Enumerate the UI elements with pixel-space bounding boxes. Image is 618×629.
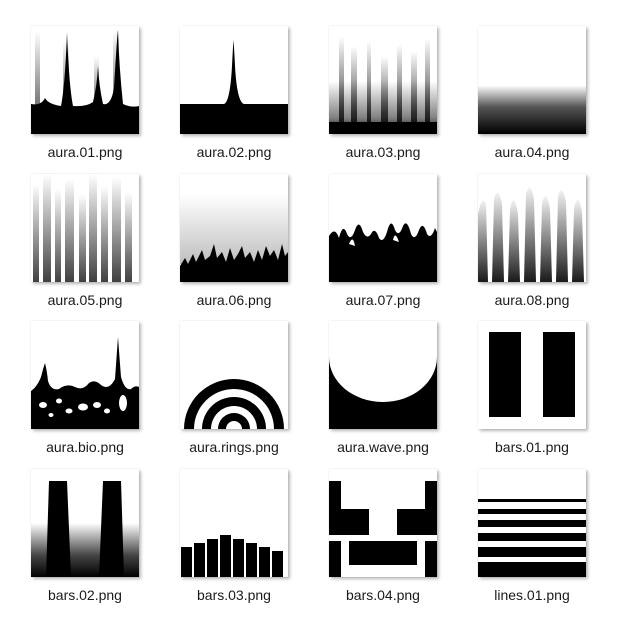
file-item-aura-04[interactable]: aura.04.png [468,26,596,174]
file-item-lines-01[interactable]: lines.01.png [468,469,596,617]
file-name: lines.01.png [494,587,570,603]
file-item-aura-03[interactable]: aura.03.png [319,26,447,174]
aura-07-thumbnail [329,174,437,282]
file-name: aura.04.png [494,144,570,160]
file-name: aura.07.png [345,292,421,308]
bars-01-thumbnail [478,321,586,429]
file-name: bars.03.png [197,587,271,603]
lines-01-thumbnail [478,469,586,577]
aura-rings-thumbnail [180,321,288,429]
aura-04-thumbnail [478,26,586,134]
bars-04-thumbnail [329,469,437,577]
aura-03-thumbnail [329,26,437,134]
file-item-bars-01[interactable]: bars.01.png [468,321,596,469]
file-item-aura-08[interactable]: aura.08.png [468,174,596,322]
file-item-bars-02[interactable]: bars.02.png [21,469,149,617]
aura-05-thumbnail [31,174,139,282]
aura-06-thumbnail [180,174,288,282]
file-name: bars.02.png [48,587,122,603]
bars-02-thumbnail [31,469,139,577]
file-item-aura-wave[interactable]: aura.wave.png [319,321,447,469]
file-item-bars-03[interactable]: bars.03.png [170,469,298,617]
file-name: aura.rings.png [189,439,279,455]
aura-wave-thumbnail [329,321,437,429]
aura-bio-thumbnail [31,321,139,429]
file-item-aura-05[interactable]: aura.05.png [21,174,149,322]
file-name: aura.05.png [47,292,123,308]
bars-03-thumbnail [180,469,288,577]
file-item-bars-04[interactable]: bars.04.png [319,469,447,617]
file-item-aura-02[interactable]: aura.02.png [170,26,298,174]
file-name: aura.02.png [196,144,272,160]
file-item-aura-rings[interactable]: aura.rings.png [170,321,298,469]
file-name: aura.08.png [494,292,570,308]
file-name: aura.03.png [345,144,421,160]
aura-02-thumbnail [180,26,288,134]
aura-01-thumbnail [31,26,139,134]
file-item-aura-06[interactable]: aura.06.png [170,174,298,322]
file-item-aura-01[interactable]: aura.01.png [21,26,149,174]
file-name: bars.04.png [346,587,420,603]
file-name: aura.01.png [47,144,123,160]
file-name: aura.bio.png [46,439,124,455]
aura-08-thumbnail [478,174,586,282]
file-item-aura-bio[interactable]: aura.bio.png [21,321,149,469]
file-name: bars.01.png [495,439,569,455]
file-name: aura.wave.png [337,439,429,455]
file-item-aura-07[interactable]: aura.07.png [319,174,447,322]
file-name: aura.06.png [196,292,272,308]
